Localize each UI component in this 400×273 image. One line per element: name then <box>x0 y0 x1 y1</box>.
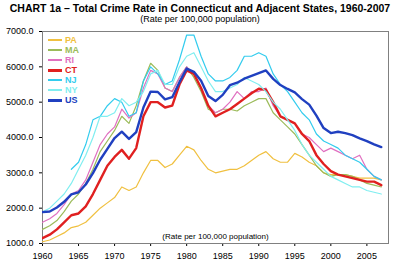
html-text:RI: RI <box>65 55 74 65</box>
svg-text:4000.0: 4000.0 <box>6 132 34 142</box>
html-text:NY: NY <box>65 85 78 95</box>
svg-text:1970: 1970 <box>105 251 125 261</box>
svg-text:1985: 1985 <box>213 251 233 261</box>
svg-text:7000.0: 7000.0 <box>6 26 34 36</box>
svg-text:2000: 2000 <box>321 251 341 261</box>
svg-text:2000.0: 2000.0 <box>6 203 34 213</box>
svg-text:2005: 2005 <box>357 251 377 261</box>
html-text:US: US <box>65 95 78 105</box>
svg-text:5000.0: 5000.0 <box>6 97 34 107</box>
svg-text:1980: 1980 <box>177 251 197 261</box>
html-text:(Rate per 100,000 population): (Rate per 100,000 population) <box>140 14 260 24</box>
svg-text:1990: 1990 <box>249 251 269 261</box>
svg-text:1995: 1995 <box>285 251 305 261</box>
html-text:PA: PA <box>65 35 77 45</box>
svg-text:1965: 1965 <box>69 251 89 261</box>
html-text:CHART 1a – Total Crime Rate in: CHART 1a – Total Crime Rate in Connectic… <box>9 2 391 14</box>
svg-text:3000.0: 3000.0 <box>6 168 34 178</box>
svg-text:1960: 1960 <box>32 251 52 261</box>
html-text:MA: MA <box>65 45 79 55</box>
svg-text:1975: 1975 <box>141 251 161 261</box>
html-text:CT: CT <box>65 65 77 75</box>
svg-text:(Rate per 100,000 population): (Rate per 100,000 population) <box>162 232 269 241</box>
svg-text:1000.0: 1000.0 <box>6 238 34 248</box>
html-text:NJ: NJ <box>65 75 77 85</box>
svg-text:6000.0: 6000.0 <box>6 62 34 72</box>
